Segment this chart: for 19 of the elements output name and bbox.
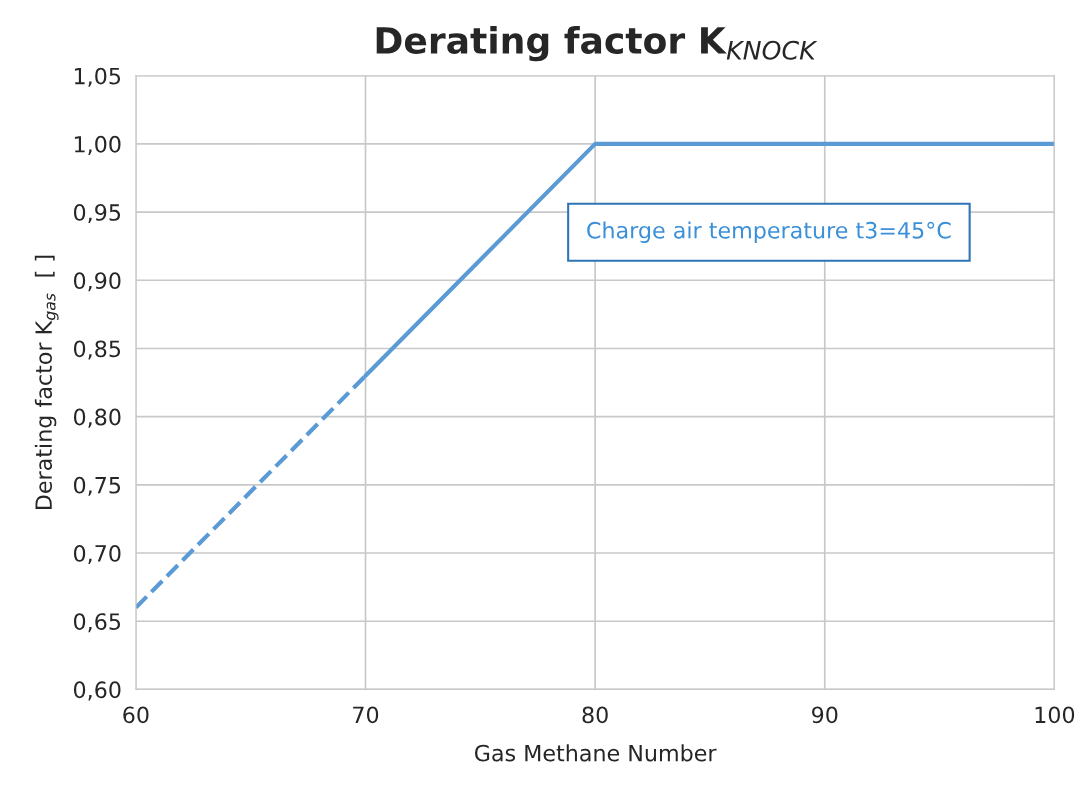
x-tick-label: 90 (812, 706, 838, 724)
x-tick-label: 60 (123, 706, 149, 724)
y-tick-label: 1,05 (74, 67, 121, 87)
chart-title: Derating factor K$_{KNOCK}$ (376, 26, 818, 62)
y-tick-label: 0,70 (73, 544, 121, 565)
annotation: Charge air temperature t3=45°C (587, 221, 951, 243)
y-tick-label: 0,80 (73, 408, 121, 428)
y-tick-label: 0,85 (73, 340, 121, 360)
y-axis-title: Derating factor K$_{gas}$ [ ] (34, 255, 59, 510)
x-tick-label: 70 (353, 706, 379, 724)
y-tick-label: 0,95 (73, 204, 121, 224)
y-tick-label: 1,00 (74, 135, 121, 155)
y-tick-label: 0,60 (73, 681, 121, 701)
y-tick-label: 0,75 (73, 476, 121, 496)
x-tick-label: 100 (1035, 706, 1075, 724)
y-tick-label: 0,65 (73, 613, 121, 633)
x-tick-label: 80 (582, 706, 608, 724)
x-axis-title: Gas Methane Number (474, 744, 717, 762)
y-tick-label: 0,90 (73, 272, 121, 292)
